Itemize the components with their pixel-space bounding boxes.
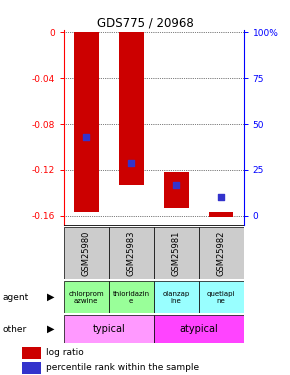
Text: chlorprom
azwine: chlorprom azwine xyxy=(68,291,104,304)
Bar xyxy=(109,281,154,313)
Text: GSM25981: GSM25981 xyxy=(172,230,181,276)
Text: ▶: ▶ xyxy=(47,324,55,334)
Text: GSM25983: GSM25983 xyxy=(127,230,136,276)
Text: GSM25982: GSM25982 xyxy=(217,230,226,276)
Bar xyxy=(209,212,233,217)
Text: agent: agent xyxy=(3,292,29,302)
Text: ▶: ▶ xyxy=(47,292,55,302)
Bar xyxy=(199,281,244,313)
Bar xyxy=(64,227,109,279)
Text: GSM25980: GSM25980 xyxy=(82,230,91,276)
Point xyxy=(84,134,89,140)
Text: other: other xyxy=(3,325,27,334)
Point xyxy=(129,160,133,166)
Text: GDS775 / 20968: GDS775 / 20968 xyxy=(97,17,193,30)
Bar xyxy=(22,347,41,358)
Bar xyxy=(22,362,41,374)
Text: typical: typical xyxy=(93,324,125,334)
Bar xyxy=(154,281,199,313)
Bar xyxy=(64,281,109,313)
Bar xyxy=(64,315,154,343)
Bar xyxy=(154,315,244,343)
Bar xyxy=(119,32,144,185)
Text: olanzap
ine: olanzap ine xyxy=(163,291,190,304)
Bar xyxy=(164,172,189,208)
Text: quetiapi
ne: quetiapi ne xyxy=(207,291,235,304)
Text: atypical: atypical xyxy=(179,324,218,334)
Bar xyxy=(199,227,244,279)
Text: percentile rank within the sample: percentile rank within the sample xyxy=(46,363,199,372)
Text: log ratio: log ratio xyxy=(46,348,84,357)
Point xyxy=(174,182,179,188)
Bar xyxy=(109,227,154,279)
Text: thioridazin
e: thioridazin e xyxy=(113,291,150,304)
Point xyxy=(219,195,223,201)
Bar xyxy=(154,227,199,279)
Bar xyxy=(74,32,99,212)
